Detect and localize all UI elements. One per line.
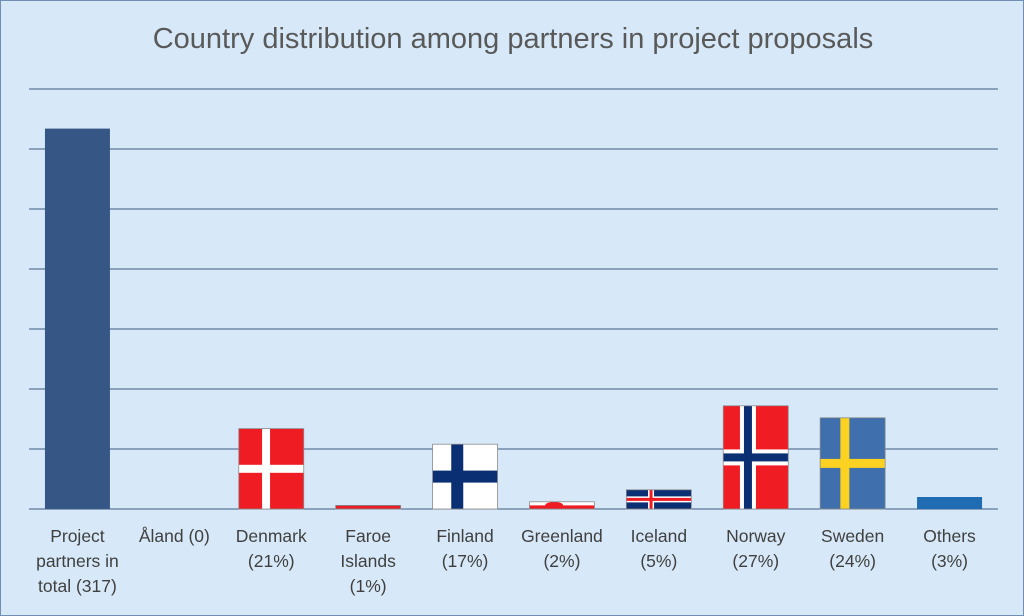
bar-outline [238,428,305,510]
x-tick-label-9: Others (3%) [900,524,1000,574]
x-tick-label-line: Norway [726,526,786,546]
x-tick-label-line: (5%) [640,551,678,571]
flag-lower-half [529,505,595,509]
x-tick-label-line: Åland (0) [138,526,210,546]
x-tick-label-line: (27%) [732,551,780,571]
x-tick-label-2: Denmark (21%) [221,524,321,574]
x-tick-label-8: Sweden (24%) [803,524,903,574]
x-tick-label-line: Iceland [630,526,688,546]
x-tick-label-3: Faroe Islands (1%) [318,524,418,599]
x-tick-label-line: Project [50,526,105,546]
bar-4 [432,443,498,510]
bar-2 [238,428,305,510]
flag-cross-inner-horizontal [820,458,886,468]
x-tick-label-line: Sweden [821,526,885,546]
bar-0 [44,128,110,509]
flag-cross-inner-horizontal [335,505,401,509]
x-tick-label-5: Greenland (2%) [512,524,612,574]
x-tick-label-line: (3%) [931,551,969,571]
x-tick-label-line: Islands [340,551,396,571]
bar-6 [625,489,692,510]
flag-cross-inner-horizontal [723,453,789,462]
flag-cross-inner-horizontal [626,497,692,501]
x-tick-label-line: Finland [436,526,494,546]
x-tick-label-line: Greenland [521,526,603,546]
bar-outline [722,405,789,510]
bar-7 [722,405,789,510]
x-tick-label-line: (17%) [441,551,489,571]
x-tick-label-line: Denmark [235,526,307,546]
bar-3 [335,504,402,510]
x-tick-label-line: (24%) [829,551,876,571]
bar-outline [819,417,886,510]
flag-disc-top [545,501,564,509]
x-tick-label-line: (21%) [247,551,295,571]
bar-outline [625,489,692,510]
bar-8 [819,417,886,510]
bar-outline [529,501,595,510]
bar-fill [44,128,110,509]
bar-fill [917,497,983,509]
x-tick-label-4: Finland (17%) [415,524,515,574]
x-tick-label-6: Iceland (5%) [609,524,709,574]
x-tick-label-line: total (317) [38,576,117,596]
x-tick-label-1: Åland (0) [124,524,224,549]
bar-9 [917,497,983,509]
chart-title: Country distribution among partners in p… [152,23,874,55]
x-tick-label-0: Project partners in total (317) [27,524,127,599]
x-tick-label-7: Norway (27%) [706,524,806,574]
flag-cross-inner-horizontal [238,464,304,473]
x-tick-label-line: (1%) [349,576,387,596]
bar-5 [529,501,595,510]
bar-outline [335,504,402,510]
x-tick-label-line: Faroe [345,526,391,546]
x-tick-label-line: (2%) [543,551,581,571]
x-tick-label-line: partners in [36,551,119,571]
bar-outline [432,443,498,510]
flag-cross-inner-horizontal [432,470,498,483]
x-tick-label-line: Others [923,526,976,546]
